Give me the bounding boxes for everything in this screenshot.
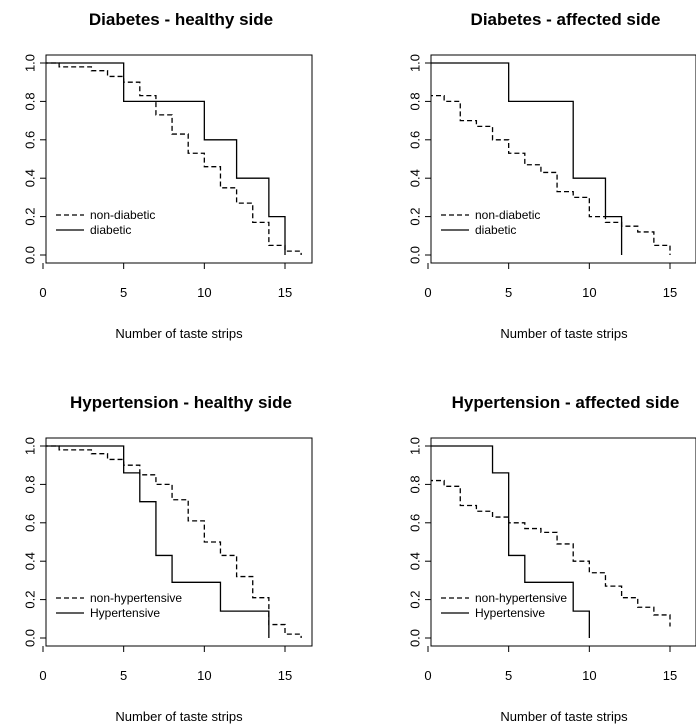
legend-label: Hypertensive (475, 606, 545, 620)
chart-title: Diabetes - affected side (471, 10, 661, 29)
legend-label: non-diabetic (90, 208, 155, 222)
series-line-2 (46, 445, 270, 638)
chart-title: Diabetes - healthy side (89, 10, 273, 29)
chart-panel-2: Diabetes - affected side 0.0 0.2 0.4 0.6 0.8 1… (407, 10, 696, 341)
chart-title: Hypertension - healthy side (70, 393, 292, 412)
x-tick-label: 0 (424, 668, 431, 683)
x-tick-label: 15 (663, 285, 677, 300)
y-tick-label: 1.0 (22, 54, 37, 72)
x-tick-label: 15 (278, 668, 292, 683)
y-tick-label: 0.6 (407, 514, 422, 532)
x-tick-label: 15 (663, 668, 677, 683)
y-tick-label: 0.8 (22, 475, 37, 493)
series-line-1 (431, 479, 671, 627)
legend-label: diabetic (475, 223, 516, 237)
y-tick-label: 1.0 (407, 54, 422, 72)
legend-label: diabetic (90, 223, 131, 237)
x-tick-label: 10 (197, 668, 211, 683)
chart-panel-1: Diabetes - healthy side 0.0 0.2 0.4 0.6 0.8 1.… (22, 10, 313, 341)
plot-frame (45, 437, 313, 647)
x-tick-label: 5 (505, 668, 512, 683)
x-axis-label: Number of taste strips (500, 326, 628, 341)
x-tick-label: 10 (582, 668, 596, 683)
x-axis-label: Number of taste strips (115, 326, 243, 341)
y-tick-label: 0.2 (407, 208, 422, 226)
y-tick-label: 0.6 (22, 514, 37, 532)
y-tick-label: 0.4 (407, 169, 422, 187)
series-line-2 (431, 62, 623, 255)
series-line-1 (46, 62, 302, 255)
chart-title: Hypertension - affected side (452, 393, 680, 412)
y-tick-label: 0.8 (22, 92, 37, 110)
y-tick-label: 0.6 (22, 131, 37, 149)
series-line-2 (431, 445, 590, 638)
plot-frame (430, 54, 696, 264)
x-tick-label: 15 (278, 285, 292, 300)
y-tick-label: 0.0 (22, 246, 37, 264)
y-tick-label: 0.6 (407, 131, 422, 149)
y-tick-label: 0.4 (22, 552, 37, 570)
series-line-1 (431, 94, 671, 255)
x-tick-label: 0 (39, 668, 46, 683)
legend-label: non-hypertensive (90, 591, 182, 605)
x-axis-label: Number of taste strips (500, 709, 628, 724)
y-tick-label: 0.4 (407, 552, 422, 570)
y-tick-label: 0.0 (22, 629, 37, 647)
y-tick-label: 0.4 (22, 169, 37, 187)
legend-label: non-diabetic (475, 208, 540, 222)
plot-frame (45, 54, 313, 264)
y-tick-label: 0.2 (22, 208, 37, 226)
x-axis-label: Number of taste strips (115, 709, 243, 724)
x-tick-label: 5 (120, 285, 127, 300)
y-tick-label: 0.0 (407, 246, 422, 264)
legend-label: Hypertensive (90, 606, 160, 620)
y-tick-label: 1.0 (22, 437, 37, 455)
y-tick-label: 0.8 (407, 475, 422, 493)
y-tick-label: 0.2 (407, 591, 422, 609)
x-tick-label: 5 (120, 668, 127, 683)
x-tick-label: 5 (505, 285, 512, 300)
y-tick-label: 0.0 (407, 629, 422, 647)
x-tick-label: 10 (582, 285, 596, 300)
y-tick-label: 0.8 (407, 92, 422, 110)
x-tick-label: 0 (424, 285, 431, 300)
y-tick-label: 0.2 (22, 591, 37, 609)
series-line-2 (46, 62, 286, 255)
chart-panel-3: Hypertension - healthy side 0.0 0.2 0.4 0.6 0… (22, 393, 313, 724)
x-tick-label: 10 (197, 285, 211, 300)
chart-panel-4: Hypertension - affected side 0.0 0.2 0.4 0.6… (407, 393, 696, 724)
series-line-1 (46, 445, 302, 638)
y-tick-label: 1.0 (407, 437, 422, 455)
plot-frame (430, 437, 696, 647)
legend-label: non-hypertensive (475, 591, 567, 605)
x-tick-label: 0 (39, 285, 46, 300)
